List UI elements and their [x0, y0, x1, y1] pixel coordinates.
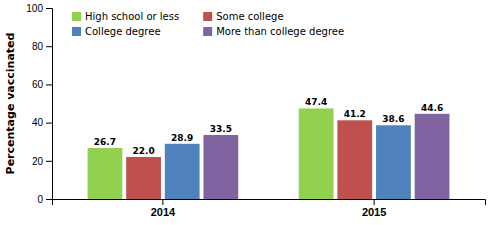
- chart: 0 20 40 60 80 100 2014 2015 26.7 47.4 22.0 41.2 28.9…: [0, 0, 500, 225]
- y-tick-label: 20: [32, 156, 44, 167]
- y-tick: 60: [32, 79, 52, 90]
- y-tick: 20: [32, 156, 52, 167]
- x-tick: 2014: [151, 199, 176, 218]
- bar: [299, 108, 334, 199]
- y-axis-line: [46, 9, 53, 200]
- legend-label: Some college: [216, 11, 283, 22]
- data-label: 44.6: [421, 103, 443, 113]
- bar: [376, 125, 411, 199]
- legend-swatch: [203, 12, 212, 21]
- data-label: 38.6: [382, 114, 404, 124]
- data-label: 28.9: [171, 133, 193, 143]
- bars: [88, 108, 450, 199]
- bar: [126, 157, 161, 199]
- y-tick: 40: [32, 117, 52, 128]
- y-tick-mark: [46, 161, 52, 162]
- y-tick-label: 100: [26, 3, 43, 14]
- data-label: 41.2: [344, 109, 366, 119]
- y-tick-label: 0: [37, 194, 43, 205]
- bar: [337, 120, 372, 199]
- legend-swatch: [72, 12, 81, 21]
- y-tick-label: 40: [32, 117, 44, 128]
- y-tick-mark: [46, 46, 52, 47]
- legend: High school or less Some college College d…: [72, 11, 344, 37]
- y-tick: 100: [26, 3, 52, 14]
- bar: [88, 148, 123, 199]
- legend-item: More than college degree: [203, 26, 344, 37]
- y-tick-mark: [46, 199, 52, 200]
- y-tick-label: 60: [32, 79, 44, 90]
- bar: [415, 114, 450, 199]
- x-tick-mark: [374, 199, 375, 205]
- data-labels: 26.7 47.4 22.0 41.2 28.9 38.6 33.5 44.6: [94, 97, 443, 156]
- x-tick-label: 2015: [362, 206, 386, 218]
- legend-label: College degree: [85, 26, 161, 37]
- legend-item: College degree: [72, 26, 161, 37]
- bar: [165, 144, 200, 199]
- x-tick-mark: [162, 199, 163, 205]
- x-axis: 2014 2015: [53, 199, 486, 218]
- y-tick: 80: [32, 41, 52, 52]
- data-label: 26.7: [94, 137, 116, 147]
- y-tick: 0: [37, 194, 52, 205]
- x-tick-label: 2014: [151, 206, 176, 218]
- y-axis: 0 20 40 60 80 100: [26, 3, 52, 205]
- legend-swatch: [203, 27, 212, 36]
- y-tick-mark: [46, 8, 52, 9]
- data-label: 33.5: [210, 124, 232, 134]
- legend-swatch: [72, 27, 81, 36]
- bar: [203, 135, 238, 199]
- y-tick-mark: [46, 123, 52, 124]
- data-label: 22.0: [132, 146, 154, 156]
- legend-label: More than college degree: [216, 26, 344, 37]
- y-axis-title: Percentage vaccinated: [4, 33, 17, 175]
- y-tick-label: 80: [32, 41, 44, 52]
- x-axis-line: [53, 200, 486, 206]
- legend-item: High school or less: [72, 11, 179, 22]
- data-label: 47.4: [305, 97, 327, 107]
- legend-label: High school or less: [85, 11, 179, 22]
- x-tick: 2015: [362, 199, 386, 218]
- plot: 0 20 40 60 80 100 2014 2015 26.7 47.4 22.0 41.2 28.9…: [26, 3, 485, 218]
- legend-item: Some college: [203, 11, 283, 22]
- y-tick-mark: [46, 84, 52, 85]
